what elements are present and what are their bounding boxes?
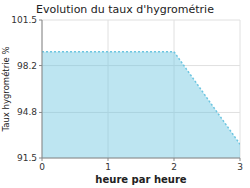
grid-line bbox=[42, 20, 240, 21]
grid-line bbox=[42, 20, 43, 158]
x-tick-label: 0 bbox=[39, 162, 45, 172]
y-axis-line bbox=[42, 20, 43, 158]
chart-container: 0 1 2 3 91.5 94.8 98.2 101.5 heure par heure Taux… bbox=[0, 0, 250, 188]
y-tick-label: 101.5 bbox=[11, 15, 37, 25]
x-tick bbox=[240, 158, 241, 161]
x-tick-label: 3 bbox=[237, 162, 243, 172]
y-tick-label: 94.8 bbox=[17, 107, 37, 117]
grid bbox=[42, 20, 240, 158]
title: Evolution du taux d'hygrométrie bbox=[36, 3, 214, 16]
y-tick bbox=[39, 65, 42, 66]
data bbox=[42, 52, 240, 158]
y-tick bbox=[39, 20, 42, 21]
y-axis-label: Taux hygrométrie % bbox=[1, 46, 11, 132]
y-tick bbox=[39, 158, 42, 159]
axes: 0 1 2 3 91.5 94.8 98.2 101.5 bbox=[11, 15, 243, 172]
grid-line bbox=[42, 158, 240, 159]
x-axis-line bbox=[42, 158, 240, 159]
chart: 0 1 2 3 91.5 94.8 98.2 101.5 heure par heure Taux… bbox=[0, 0, 250, 188]
y-tick bbox=[39, 112, 42, 113]
x-tick bbox=[174, 158, 175, 161]
x-tick-label: 2 bbox=[171, 162, 177, 172]
grid-line bbox=[240, 20, 241, 158]
x-axis-label: heure par heure bbox=[95, 174, 186, 185]
x-tick bbox=[108, 158, 109, 161]
y-tick-label: 98.2 bbox=[17, 61, 37, 71]
area bbox=[42, 52, 240, 158]
y-tick-label: 91.5 bbox=[17, 153, 37, 163]
x-tick-label: 1 bbox=[105, 162, 111, 172]
line bbox=[42, 52, 240, 144]
